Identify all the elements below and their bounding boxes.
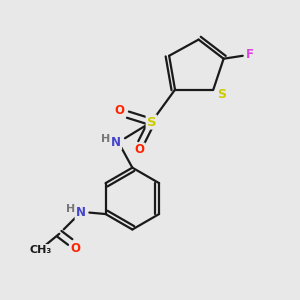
Text: N: N [111, 136, 121, 149]
Text: O: O [135, 143, 145, 157]
Text: S: S [217, 88, 226, 100]
Text: H: H [67, 204, 76, 214]
Text: CH₃: CH₃ [29, 245, 51, 255]
Text: O: O [70, 242, 80, 255]
Text: O: O [114, 104, 124, 117]
Text: S: S [147, 116, 156, 128]
Text: F: F [246, 48, 254, 61]
Text: N: N [76, 206, 85, 219]
Text: H: H [101, 134, 110, 144]
